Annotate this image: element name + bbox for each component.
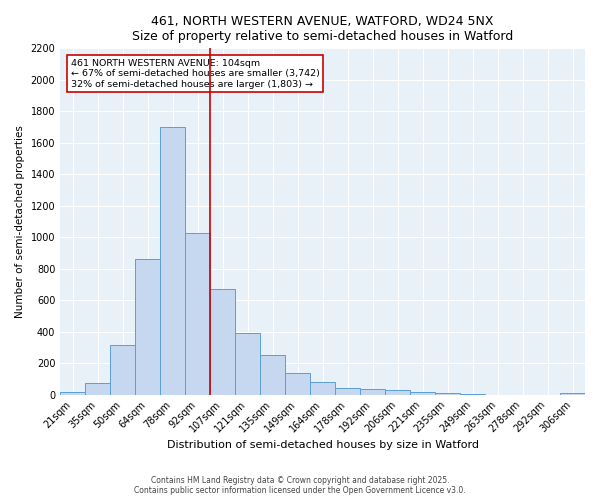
Bar <box>435 393 460 394</box>
Bar <box>160 127 185 394</box>
Text: 461 NORTH WESTERN AVENUE: 104sqm
← 67% of semi-detached houses are smaller (3,74: 461 NORTH WESTERN AVENUE: 104sqm ← 67% o… <box>71 58 320 88</box>
Bar <box>135 260 160 394</box>
Bar <box>335 388 360 394</box>
Text: Contains HM Land Registry data © Crown copyright and database right 2025.
Contai: Contains HM Land Registry data © Crown c… <box>134 476 466 495</box>
Bar <box>60 392 85 394</box>
Bar <box>410 392 435 394</box>
Bar <box>560 393 585 394</box>
Bar <box>310 382 335 394</box>
Bar <box>185 232 210 394</box>
Bar <box>110 345 135 395</box>
Bar <box>85 383 110 394</box>
Bar <box>285 372 310 394</box>
X-axis label: Distribution of semi-detached houses by size in Watford: Distribution of semi-detached houses by … <box>167 440 479 450</box>
Bar <box>260 356 285 395</box>
Bar <box>360 389 385 394</box>
Bar <box>210 289 235 395</box>
Title: 461, NORTH WESTERN AVENUE, WATFORD, WD24 5NX
Size of property relative to semi-d: 461, NORTH WESTERN AVENUE, WATFORD, WD24… <box>132 15 513 43</box>
Bar <box>235 334 260 394</box>
Y-axis label: Number of semi-detached properties: Number of semi-detached properties <box>15 125 25 318</box>
Bar <box>385 390 410 394</box>
